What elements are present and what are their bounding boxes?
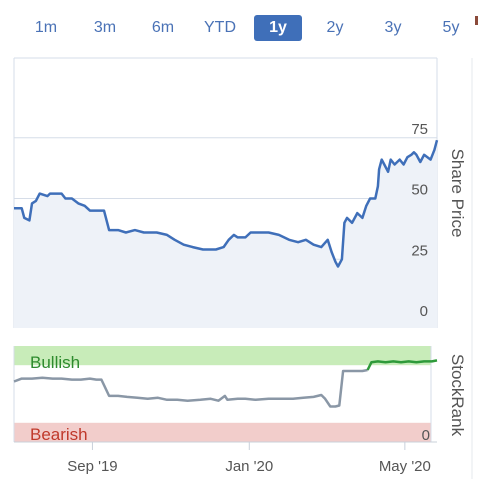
x-tick-label: Jan '20 [225,458,273,475]
range-selector: 1m 3m 6m YTD 1y 2y 3y 5y [0,10,486,44]
range-button-1y[interactable]: 1y [254,15,302,41]
stockrank-series-line [13,368,368,408]
stockrank-y-axis-label: StockRank [448,354,467,437]
range-button-5y[interactable]: 5y [442,19,460,36]
bearish-band [14,422,431,442]
range-button-ytd[interactable]: YTD [204,19,236,36]
range-button-3y[interactable]: 3y [384,19,402,36]
x-tick-label: May '20 [379,458,431,475]
price-y-tick-label: 25 [411,242,428,259]
bullish-band [14,346,431,366]
x-axis: Sep '19 Jan '20 May '20 [67,442,431,475]
price-series-line [14,139,439,268]
price-y-tick-label: 75 [411,121,428,138]
range-button-2y[interactable]: 2y [326,19,344,36]
bearish-label: Bearish [30,425,88,444]
price-area-fill [14,140,437,328]
range-button-6m[interactable]: 6m [151,19,175,36]
stockrank-y-tick-label: 0 [422,427,430,444]
range-button-3m[interactable]: 3m [93,19,117,36]
price-y-axis-label: Share Price [448,149,467,238]
edge-marker [475,16,478,25]
stockrank-y-axis: 0 [422,427,430,444]
x-tick-label: Sep '19 [67,458,117,475]
price-y-axis: 0 25 50 75 [411,121,428,320]
price-y-tick-label: 50 [411,182,428,199]
stockrank-bullish-series-line [366,359,438,371]
bullish-label: Bullish [30,353,80,372]
price-y-tick-label: 0 [420,303,428,320]
range-button-1m[interactable]: 1m [34,19,58,36]
